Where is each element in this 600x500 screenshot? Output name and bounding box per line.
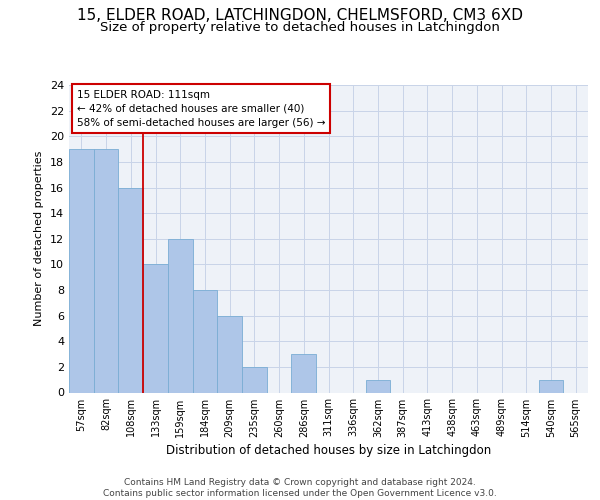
X-axis label: Distribution of detached houses by size in Latchingdon: Distribution of detached houses by size … bbox=[166, 444, 491, 456]
Text: 15, ELDER ROAD, LATCHINGDON, CHELMSFORD, CM3 6XD: 15, ELDER ROAD, LATCHINGDON, CHELMSFORD,… bbox=[77, 8, 523, 22]
Text: Size of property relative to detached houses in Latchingdon: Size of property relative to detached ho… bbox=[100, 21, 500, 34]
Bar bbox=[193, 290, 217, 392]
Text: 15 ELDER ROAD: 111sqm
← 42% of detached houses are smaller (40)
58% of semi-deta: 15 ELDER ROAD: 111sqm ← 42% of detached … bbox=[77, 90, 325, 128]
Bar bbox=[242, 367, 267, 392]
Y-axis label: Number of detached properties: Number of detached properties bbox=[34, 151, 44, 326]
Text: Contains HM Land Registry data © Crown copyright and database right 2024.
Contai: Contains HM Land Registry data © Crown c… bbox=[103, 478, 497, 498]
Bar bbox=[365, 380, 390, 392]
Bar bbox=[292, 354, 316, 393]
Bar bbox=[168, 239, 193, 392]
Bar bbox=[143, 264, 168, 392]
Bar bbox=[69, 149, 94, 392]
Bar bbox=[217, 316, 242, 392]
Bar bbox=[94, 149, 118, 392]
Bar bbox=[539, 380, 563, 392]
Bar bbox=[118, 188, 143, 392]
